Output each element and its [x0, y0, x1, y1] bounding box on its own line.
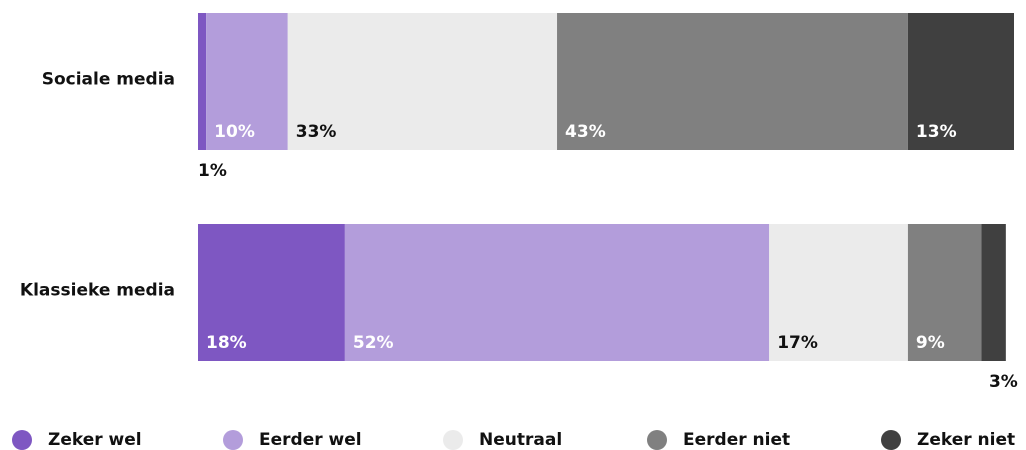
value-label: 43% [565, 122, 606, 142]
value-label: 9% [916, 333, 945, 353]
legend-marker [881, 430, 901, 450]
value-label: 52% [353, 333, 394, 353]
legend-label: Eerder niet [683, 430, 790, 450]
value-label: 1% [198, 161, 227, 181]
value-label: 17% [777, 333, 818, 353]
bar-segment [344, 224, 770, 361]
bar-segment [769, 224, 908, 361]
bar-segment [287, 13, 558, 150]
legend-label: Neutraal [479, 430, 562, 450]
bar-segment [198, 224, 345, 361]
value-label: 18% [206, 333, 247, 353]
bar-segment [198, 13, 207, 150]
legend-marker [647, 430, 667, 450]
legend-label: Zeker wel [48, 430, 142, 450]
value-label: 33% [296, 122, 337, 142]
bar-segment [981, 224, 1006, 361]
category-label: Sociale media [42, 70, 175, 90]
value-label: 13% [916, 122, 957, 142]
legend-marker [443, 430, 463, 450]
value-label: 3% [989, 372, 1018, 392]
category-label: Klassieke media [20, 281, 175, 301]
legend-marker [223, 430, 243, 450]
bar-segment [557, 13, 908, 150]
bar-segment [907, 224, 982, 361]
value-label: 10% [214, 122, 255, 142]
legend-label: Eerder wel [259, 430, 362, 450]
legend-label: Zeker niet [917, 430, 1015, 450]
bar-segment [907, 13, 1014, 150]
bar-segment [206, 13, 288, 150]
legend-marker [12, 430, 32, 450]
